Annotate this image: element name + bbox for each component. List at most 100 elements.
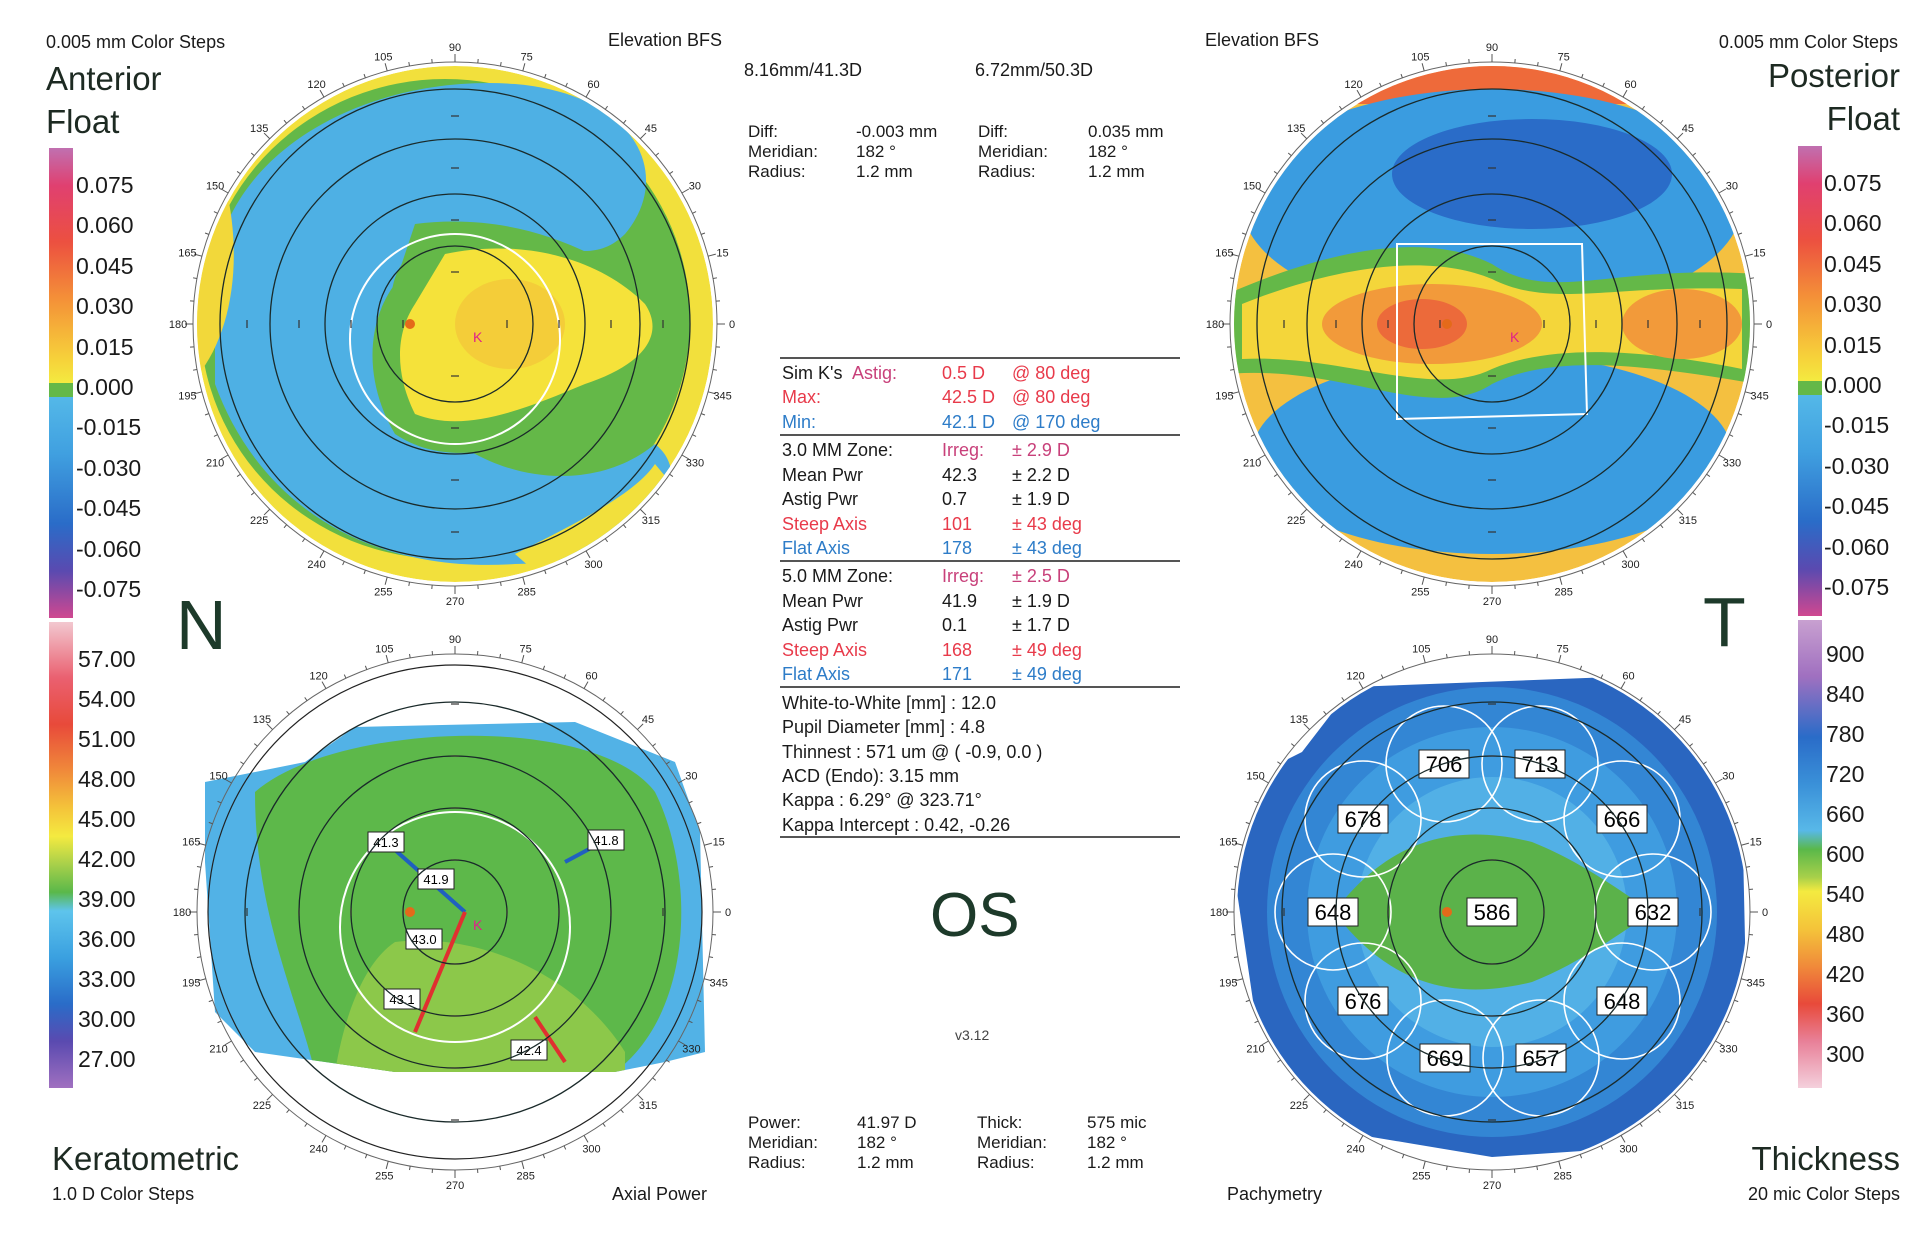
power-annotation: 43.1 [383, 988, 421, 1010]
angle-label: 300 [582, 1143, 600, 1155]
power-value: 41.8 [593, 833, 618, 848]
angle-label: 30 [1726, 181, 1738, 193]
zone-cell: 168 [942, 639, 973, 660]
angle-label: 315 [1676, 1100, 1694, 1112]
angle-label: 240 [1344, 559, 1362, 571]
thickness-value: 669 [1419, 1043, 1471, 1073]
kera-meridian-value: 182 ° [857, 1133, 897, 1152]
angle-label: 135 [250, 123, 268, 135]
angle-label: 75 [520, 643, 532, 655]
angle-label: 0 [725, 907, 731, 919]
angle-label: 0 [729, 319, 735, 331]
polar-axis: 0 15 30 45 60 75 90 105 120 135 150 165 180 195 210 225… [1206, 42, 1772, 608]
scale-label: 0.000 [76, 374, 134, 400]
angle-label: 30 [1722, 771, 1734, 783]
zone-circle [1274, 853, 1392, 971]
posterior-diff-label: Diff: [978, 122, 1008, 141]
divider [780, 686, 1180, 688]
zone-circle [1481, 705, 1599, 823]
posterior-diff-value: 0.035 mm [1088, 122, 1164, 141]
zone-cell: Irreg: [942, 440, 985, 460]
scale-label: 360 [1826, 1001, 1865, 1027]
zone-cell: 0.1 [942, 615, 968, 635]
angle-label: 105 [374, 51, 392, 63]
thickness-value: 648 [1596, 986, 1648, 1016]
angle-label: 195 [1219, 978, 1237, 990]
zone-cell: ± 49 deg [1012, 664, 1082, 684]
kera-meridian-label: Meridian: [748, 1133, 818, 1152]
scale-label: 480 [1826, 921, 1865, 947]
zone-ring [1361, 193, 1623, 455]
angle-label: 270 [1483, 596, 1501, 608]
zone-cell: Steep Axis [782, 513, 868, 534]
simk-label: Sim K's [782, 363, 843, 383]
scale-label: -0.015 [1824, 412, 1890, 439]
thickness-colorbar [1798, 620, 1822, 1088]
angle-label: 255 [1411, 587, 1429, 599]
angle-label: 210 [206, 458, 224, 470]
pupil-center-marker [405, 319, 415, 329]
zone-cell: Steep Axis [782, 639, 868, 660]
zone-circle [1385, 705, 1503, 823]
kera-radius-label: Radius: [748, 1153, 806, 1172]
posterior-meridian-label: Meridian: [978, 142, 1048, 161]
divider [780, 434, 1180, 436]
zone-ring [376, 245, 534, 403]
scale-label: 33.00 [78, 966, 136, 992]
angle-label: 240 [309, 1143, 327, 1155]
thickness-value-text: 648 [1315, 900, 1352, 925]
divider [780, 357, 1180, 359]
thickness-value: 586 [1466, 897, 1518, 927]
anterior-title-2: Float [46, 103, 120, 140]
angle-label: 90 [1486, 42, 1498, 54]
angle-label: 15 [1750, 836, 1762, 848]
zone-circle [1563, 942, 1681, 1060]
angle-label: 15 [1753, 247, 1765, 259]
angle-label: 225 [253, 1100, 271, 1112]
thick-radius-label: Radius: [977, 1153, 1035, 1172]
zone-cell: ± 2.5 D [1012, 566, 1070, 586]
posterior-meridian-value: 182 ° [1088, 142, 1128, 161]
posterior-float-map[interactable]: K 0 15 30 45 60 75 90 105 120 135 150 165 180 195 210 2… [1172, 4, 1812, 644]
thick-meridian-label: Meridian: [977, 1133, 1047, 1152]
zone-cell: ± 1.7 D [1012, 615, 1070, 635]
pupil-outline [339, 811, 571, 1043]
astig-label: Astig: [852, 363, 898, 383]
zone-cell: 42.3 [942, 464, 978, 485]
thickness-value: 676 [1337, 986, 1389, 1016]
angle-label: 135 [253, 714, 271, 726]
angle-label: 285 [1555, 587, 1573, 599]
posterior-radius-label: Radius: [978, 162, 1036, 181]
thickness-color-steps: 20 mic Color Steps [1747, 1184, 1900, 1204]
keratometric-map[interactable]: K 41.3 41.9 43.0 43.1 42.4 41.8 0 15 30 45 60 75 90… [135, 592, 775, 1232]
posterior-bfs: 6.72mm/50.3D [975, 60, 1094, 80]
scale-label: 600 [1826, 841, 1865, 867]
thickness-value: 648 [1307, 897, 1359, 927]
thickness-value-text: 666 [1604, 807, 1641, 832]
thickness-value: 666 [1596, 804, 1648, 834]
scale-label: 57.00 [78, 646, 136, 672]
keratometric-colorbar [49, 622, 73, 1088]
angle-label: 330 [1723, 458, 1741, 470]
power-value: 41.9 [423, 872, 448, 887]
angle-label: 75 [1558, 51, 1570, 63]
anterior-float-map[interactable]: K 0 15 30 45 60 75 90 105 120 135 150 165 180 195 210 2… [135, 4, 775, 644]
polar-axis: 0 15 30 45 60 75 90 105 120 135 150 165 180 195 210 225… [169, 42, 735, 608]
angle-label: 285 [516, 1171, 534, 1183]
angle-label: 135 [1287, 123, 1305, 135]
angle-label: 75 [521, 51, 533, 63]
zone-cell: ± 43 deg [1012, 513, 1082, 534]
keratometric-color-steps: 1.0 D Color Steps [52, 1184, 195, 1204]
angle-label: 270 [446, 1180, 464, 1192]
zone-ring [1256, 88, 1728, 560]
angle-label: 210 [1243, 458, 1261, 470]
angle-label: 90 [1486, 634, 1498, 646]
angle-label: 255 [374, 587, 392, 599]
angle-label: 45 [1679, 714, 1691, 726]
k-marker: K [473, 917, 483, 933]
angle-label: 330 [686, 458, 704, 470]
angle-label: 15 [716, 247, 728, 259]
angle-label: 30 [685, 771, 697, 783]
pachymetry-map[interactable]: 706 713 678 666 648 586 632 676 648 669 657 0 15 30 4… [1172, 592, 1812, 1232]
thickness-value-text: 586 [1474, 900, 1511, 925]
